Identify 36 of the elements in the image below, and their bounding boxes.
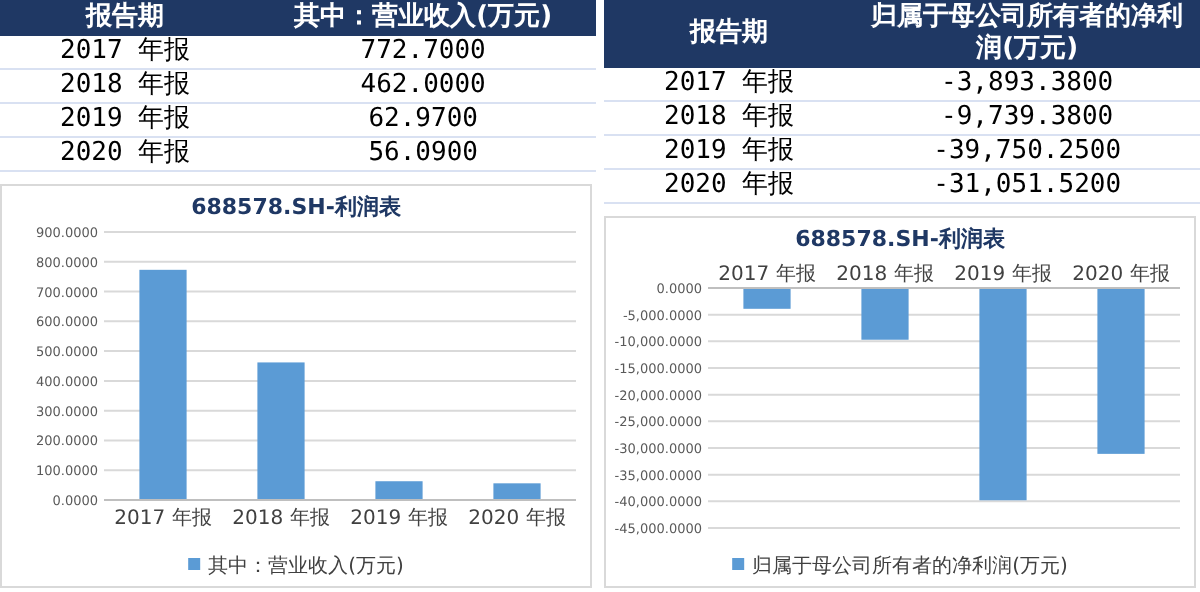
legend-label: 其中：营业收入(万元): [208, 554, 404, 578]
text: 62.9700: [250, 103, 596, 137]
text: 2017 年报: [0, 36, 251, 69]
bar: [375, 481, 423, 500]
bar: [139, 269, 187, 500]
text: 2018 年报: [604, 101, 855, 135]
chart-title: 688578.SH-利润表: [191, 194, 403, 220]
bar: [493, 483, 541, 500]
text: 报告期: [604, 0, 855, 68]
x-tick-label: 2017 年报: [114, 506, 212, 530]
x-tick-label: 2017 年报: [718, 262, 816, 286]
text: 772.7000: [250, 36, 596, 69]
text: 462.0000: [250, 69, 596, 103]
bar: [257, 362, 305, 500]
text: -9,739.3800: [854, 101, 1200, 135]
text: 报告期: [0, 0, 251, 36]
text: 归属于母公司所有者的净利润(万元): [854, 0, 1200, 68]
text: 2017 年报: [604, 68, 855, 101]
text: 2019 年报: [604, 135, 855, 169]
text: -31,051.5200: [854, 169, 1200, 203]
x-tick-label: 2018 年报: [232, 506, 330, 530]
x-tick-label: 2019 年报: [350, 506, 448, 530]
text: -3,893.3800: [854, 68, 1200, 101]
text: 2020 年报: [0, 137, 251, 171]
x-tick-label: 2019 年报: [954, 262, 1052, 286]
x-tick-label: 2020 年报: [1072, 262, 1170, 286]
text: 2020 年报: [604, 169, 855, 203]
text: 56.0900: [250, 137, 596, 171]
text: 2018 年报: [0, 69, 251, 103]
x-tick-label: 2018 年报: [836, 262, 934, 286]
text: 2019 年报: [0, 103, 251, 137]
x-tick-label: 2020 年报: [468, 506, 566, 530]
chart-title: 688578.SH-利润表: [795, 226, 1007, 252]
text: 其中：营业收入(万元): [250, 0, 596, 36]
legend-label: 归属于母公司所有者的净利润(万元): [752, 554, 1068, 578]
text: -39,750.2500: [854, 135, 1200, 169]
